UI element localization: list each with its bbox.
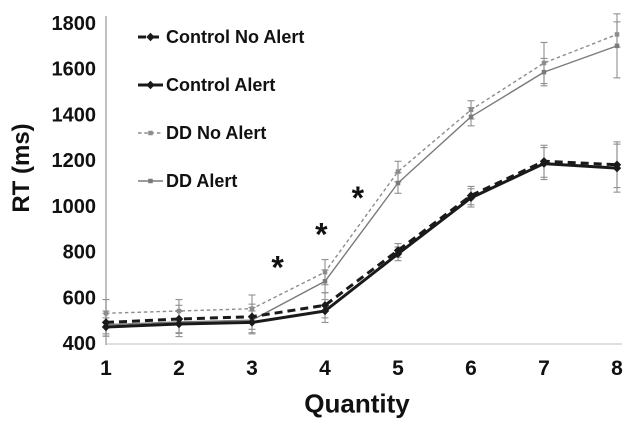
legend-label: Control Alert xyxy=(166,75,276,95)
svg-text:1800: 1800 xyxy=(52,13,97,35)
svg-text:800: 800 xyxy=(63,242,96,264)
significance-asterisk: * xyxy=(271,250,284,286)
svg-text:6: 6 xyxy=(465,357,477,380)
svg-text:600: 600 xyxy=(63,287,96,309)
svg-text:5: 5 xyxy=(392,357,404,380)
legend-label: DD No Alert xyxy=(166,123,267,143)
legend-item-dd-no-alert: DD No Alert xyxy=(137,121,266,145)
legend-label: DD Alert xyxy=(166,171,238,191)
legend-item-control-no-alert: Control No Alert xyxy=(137,25,304,49)
significance-asterisk: * xyxy=(315,216,328,252)
svg-text:1: 1 xyxy=(100,357,112,380)
svg-text:3: 3 xyxy=(246,357,258,380)
svg-text:1000: 1000 xyxy=(52,196,97,218)
legend-sample-dd-alert xyxy=(138,178,163,184)
legend-item-dd-alert: DD Alert xyxy=(137,169,237,193)
svg-text:7: 7 xyxy=(538,357,550,380)
legend-sample-control-alert xyxy=(138,80,163,90)
y-axis-label: RT (ms) xyxy=(8,123,35,213)
legend-sample-control-no-alert xyxy=(138,32,163,42)
svg-text:1600: 1600 xyxy=(52,59,97,81)
legend-item-control-alert: Control Alert xyxy=(137,73,275,97)
svg-text:4: 4 xyxy=(319,357,331,380)
svg-text:8: 8 xyxy=(611,357,623,380)
x-axis-label: Quantity xyxy=(304,388,410,419)
legend-sample-dd-no-alert xyxy=(138,130,163,136)
svg-text:400: 400 xyxy=(63,333,96,355)
significance-asterisk: * xyxy=(352,180,365,216)
svg-text:1200: 1200 xyxy=(52,150,97,172)
svg-text:2: 2 xyxy=(173,357,185,380)
svg-text:1400: 1400 xyxy=(52,104,97,126)
legend-label: Control No Alert xyxy=(166,27,305,47)
